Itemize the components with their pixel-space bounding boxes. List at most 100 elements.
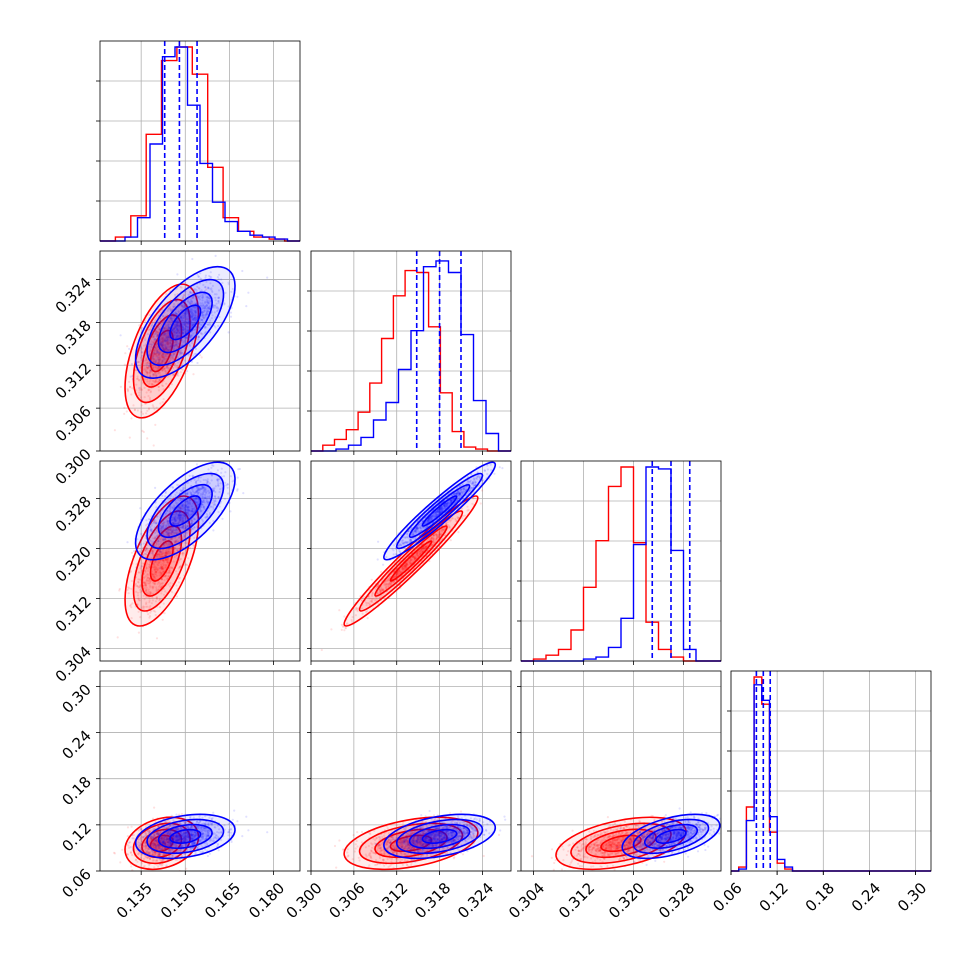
sample-point [195, 289, 198, 292]
sample-point [190, 308, 193, 311]
sample-point [188, 320, 191, 323]
sample-point [147, 366, 150, 369]
sample-point [138, 571, 141, 574]
sample-point [140, 404, 143, 407]
sample-point [189, 299, 192, 302]
sample-point [151, 324, 154, 327]
sample-point [190, 291, 193, 294]
sample-point [169, 364, 172, 367]
sample-point [131, 602, 134, 605]
sample-point [171, 328, 174, 332]
sample-point [207, 301, 210, 304]
sample-point [155, 330, 158, 333]
sample-point [173, 540, 176, 543]
sample-point [183, 323, 186, 326]
sample-point [159, 322, 162, 325]
sample-point [161, 352, 165, 355]
sample-point [208, 297, 211, 300]
sample-point [200, 278, 203, 281]
sample-point [175, 584, 178, 587]
sample-point [164, 530, 167, 533]
sample-point [152, 366, 155, 369]
sample-point [166, 346, 169, 349]
sample-point [194, 328, 197, 331]
sample-point [136, 361, 139, 364]
sample-point [205, 305, 208, 308]
sample-point [163, 367, 166, 370]
sample-point [161, 360, 164, 363]
sample-point [208, 300, 211, 303]
sample-point [165, 339, 169, 342]
sample-point [186, 300, 189, 303]
sample-point [157, 361, 160, 364]
sample-point [166, 309, 169, 312]
sample-point [151, 581, 155, 584]
sample-point [147, 388, 150, 391]
sample-point [187, 300, 190, 303]
sample-point [155, 380, 158, 383]
panel-frame [310, 250, 512, 452]
sample-point [229, 315, 233, 318]
sample-point [167, 532, 170, 536]
sample-point [161, 340, 164, 343]
sample-point [146, 373, 149, 376]
sample-point [185, 321, 188, 324]
sample-point [178, 311, 181, 314]
sample-point [192, 354, 195, 357]
sample-point [205, 295, 208, 299]
sample-point [146, 371, 149, 374]
sample-point [164, 344, 167, 347]
sample-point [167, 331, 170, 334]
sample-point [194, 316, 197, 319]
sample-point [209, 275, 212, 278]
sample-point [158, 328, 161, 331]
sample-point [206, 301, 209, 304]
sample-point [171, 354, 174, 358]
sample-point [126, 388, 130, 392]
sample-point [206, 310, 209, 313]
sample-point [195, 305, 198, 309]
sample-point [183, 293, 186, 296]
sample-point [165, 324, 168, 327]
sample-point [167, 348, 170, 351]
sample-point [173, 555, 176, 559]
sample-point [187, 326, 190, 330]
sample-point [200, 289, 203, 292]
sample-point [158, 550, 161, 553]
sample-point [178, 334, 181, 337]
sample-point [176, 324, 179, 327]
y-tick-label: 0.320 [52, 543, 95, 586]
sample-point [169, 358, 172, 361]
sample-point [189, 291, 192, 294]
sample-point [198, 287, 201, 290]
sample-point [159, 555, 162, 558]
sample-point [160, 337, 163, 341]
sample-point [154, 573, 157, 576]
sample-point [147, 590, 150, 593]
sample-point [191, 314, 194, 317]
sample-point [171, 319, 174, 322]
density-contour [134, 265, 236, 379]
sample-point [157, 561, 161, 565]
sample-point [196, 296, 199, 299]
sample-point [155, 375, 158, 378]
sample-point [175, 331, 178, 334]
sample-point [191, 323, 194, 326]
sample-point [200, 332, 203, 335]
sample-point [197, 336, 200, 339]
sample-point [159, 345, 162, 348]
sample-point [184, 310, 187, 313]
sample-point [197, 286, 200, 290]
sample-point [170, 357, 173, 360]
histogram-series-2 [100, 46, 300, 242]
sample-point [208, 305, 211, 308]
sample-point [189, 335, 192, 338]
sample-point [205, 300, 208, 303]
sample-point [147, 549, 150, 552]
sample-point [160, 568, 163, 571]
sample-point [156, 368, 159, 371]
sample-point [217, 301, 220, 304]
sample-point [181, 306, 184, 309]
sample-point [162, 347, 165, 350]
sample-point [161, 341, 164, 345]
